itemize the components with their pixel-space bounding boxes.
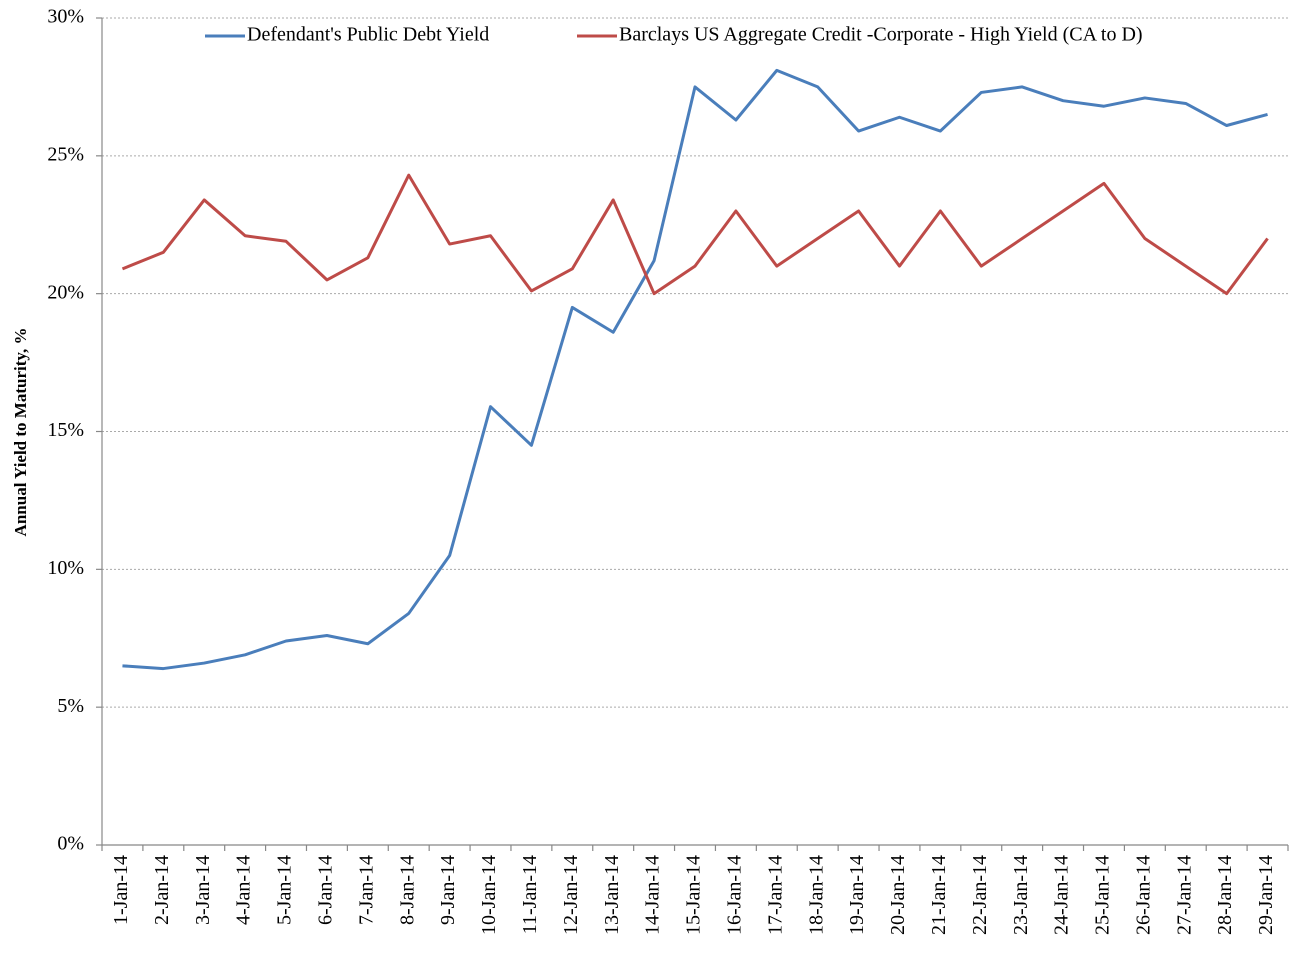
x-tick-label: 10-Jan-14 (478, 855, 500, 935)
x-tick-label: 19-Jan-14 (846, 855, 868, 935)
y-tick-label: 25% (47, 143, 84, 165)
x-tick-label: 26-Jan-14 (1132, 855, 1154, 935)
y-tick-label: 30% (47, 6, 84, 28)
x-tick-label: 18-Jan-14 (805, 855, 827, 935)
y-tick-label: 20% (47, 281, 84, 303)
x-tick-label: 11-Jan-14 (519, 855, 541, 934)
y-axis-title: Annual Yield to Maturity, % (11, 328, 30, 537)
y-tick-label: 0% (57, 833, 84, 855)
x-tick-label: 29-Jan-14 (1255, 855, 1277, 935)
series-line (122, 68, 1268, 671)
x-tick-label: 27-Jan-14 (1173, 855, 1195, 935)
x-tick-label: 13-Jan-14 (601, 855, 623, 935)
x-tick-label: 23-Jan-14 (1010, 855, 1032, 935)
y-tick-label: 5% (57, 695, 84, 717)
x-tick-label: 22-Jan-14 (969, 855, 991, 935)
x-tick-label: 21-Jan-14 (928, 855, 950, 935)
legend-label: Barclays US Aggregate Credit -Corporate … (619, 24, 1143, 46)
x-tick-label: 3-Jan-14 (192, 855, 214, 925)
x-tick-label: 15-Jan-14 (683, 855, 705, 935)
y-tick-label: 10% (47, 557, 84, 579)
y-tick-label: 15% (47, 419, 84, 441)
x-tick-label: 17-Jan-14 (764, 855, 786, 935)
x-tick-label: 24-Jan-14 (1051, 855, 1073, 935)
x-tick-label: 20-Jan-14 (887, 855, 909, 935)
x-tick-label: 5-Jan-14 (274, 855, 296, 925)
x-tick-label: 2-Jan-14 (151, 855, 173, 925)
series-line (121, 173, 1269, 296)
x-tick-label: 6-Jan-14 (315, 855, 337, 925)
x-tick-label: 14-Jan-14 (642, 855, 664, 935)
x-tick-label: 8-Jan-14 (396, 855, 418, 925)
x-tick-label: 12-Jan-14 (560, 855, 582, 935)
x-tick-label: 7-Jan-14 (355, 855, 377, 925)
x-tick-label: 28-Jan-14 (1214, 855, 1236, 935)
x-tick-label: 4-Jan-14 (233, 855, 255, 925)
x-tick-label: 9-Jan-14 (437, 855, 459, 925)
x-tick-label: 25-Jan-14 (1092, 855, 1114, 935)
x-tick-label: 1-Jan-14 (110, 855, 132, 925)
legend-label: Defendant's Public Debt Yield (247, 24, 489, 46)
x-tick-label: 16-Jan-14 (723, 855, 745, 935)
